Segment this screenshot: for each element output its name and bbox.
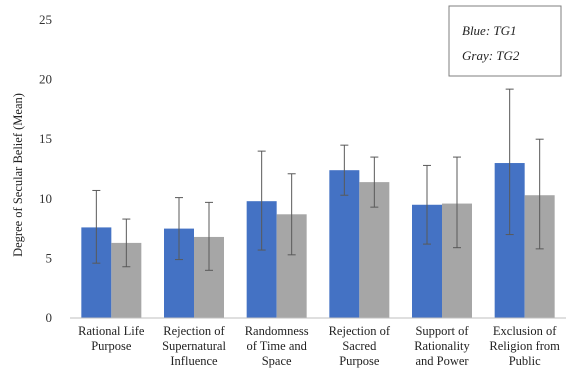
x-tick-label-line: Exclusion of [493,324,557,338]
x-tick-label-line: and Power [415,354,469,368]
y-tick-label: 25 [39,12,52,27]
x-tick-label-line: Supernatural [162,339,226,353]
y-tick-label: 10 [39,191,52,206]
y-axis: 0 5 10 15 20 25 [39,12,52,325]
legend-entry-tg2: Gray: TG2 [462,48,520,63]
y-tick-label: 0 [46,310,53,325]
x-tick-label-line: Rational Life [78,324,145,338]
y-axis-title: Degree of Secular Belief (Mean) [11,93,25,257]
x-tick-label-line: Purpose [339,354,380,368]
x-tick-label: Rational Life Purpose [78,324,145,353]
x-tick-label-line: Randomness [245,324,309,338]
x-tick-label: Rejection of Supernatural Influence [162,324,226,368]
x-tick-label: Support of Rationality and Power [414,324,470,368]
x-tick-label-line: of Time and [246,339,307,353]
x-tick-label-line: Support of [415,324,469,338]
x-tick-label: Exclusion of Religion from Public [489,324,560,368]
bars [81,163,555,318]
legend-box [448,5,562,77]
x-tick-label-line: Sacred [342,339,377,353]
y-tick-label: 5 [46,250,53,265]
x-tick-label-line: Rejection of [163,324,225,338]
error-bars [92,88,544,271]
x-tick-label-line: Religion from [489,339,560,353]
y-tick-label: 20 [39,72,52,87]
x-tick-label-line: Rationality [414,339,470,353]
x-tick-label-line: Rejection of [329,324,391,338]
x-tick-label-line: Influence [170,354,218,368]
x-tick-label-line: Public [509,354,541,368]
x-tick-label: Rejection of Sacred Purpose [329,324,391,368]
x-tick-label-line: Purpose [91,339,132,353]
y-tick-label: 15 [39,131,52,146]
x-tick-label: Randomness of Time and Space [245,324,309,368]
legend: Blue: TG1 Gray: TG2 [448,5,562,77]
legend-entry-tg1: Blue: TG1 [462,23,517,38]
x-tick-label-line: Space [262,354,292,368]
